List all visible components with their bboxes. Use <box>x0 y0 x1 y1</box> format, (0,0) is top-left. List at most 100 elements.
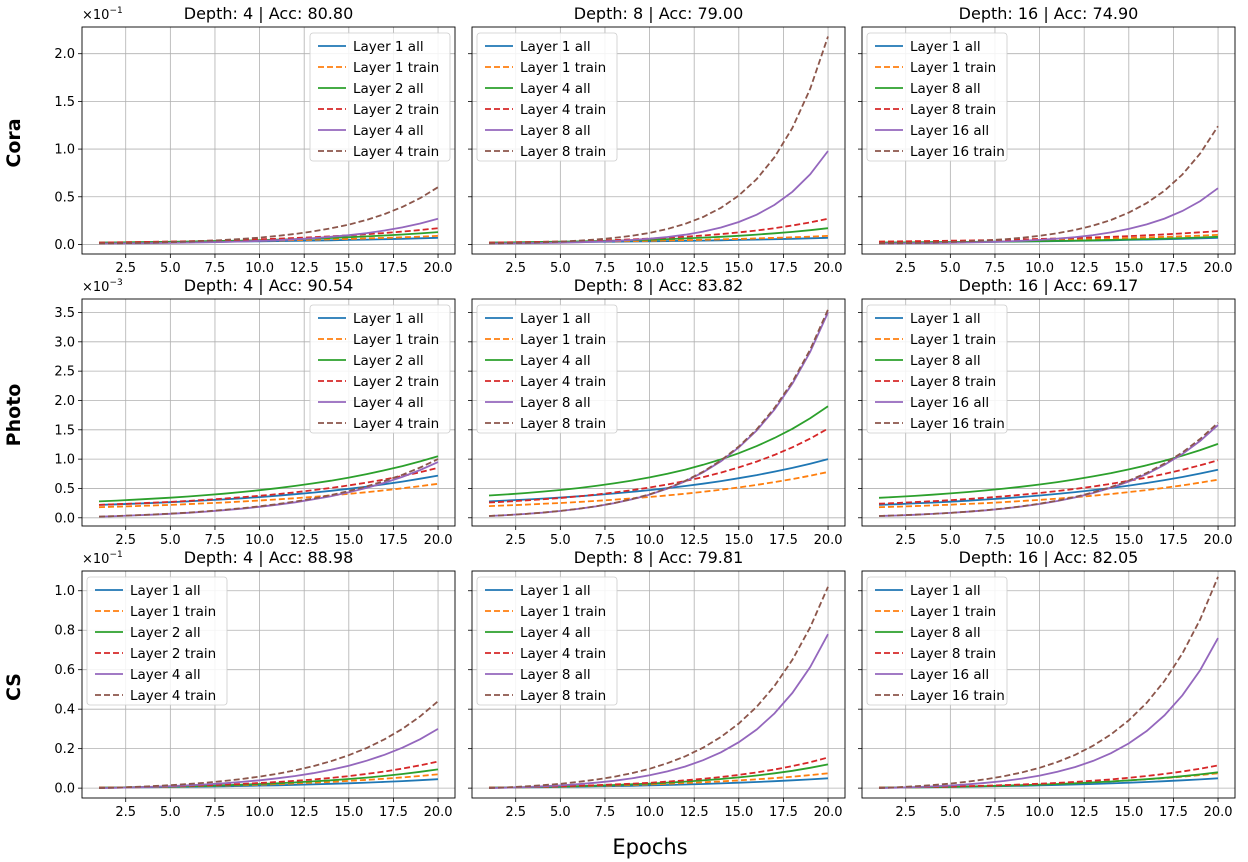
x-tick-label: 20.0 <box>424 261 453 276</box>
legend-label: Layer 1 all <box>910 311 981 327</box>
series-layer-16-all <box>878 637 1219 789</box>
series-layer-1-train <box>878 478 1219 509</box>
series-layer-4-train <box>98 186 439 245</box>
y-tick-label: 1.5 <box>54 423 75 438</box>
panels: 2.5 5.0 7.5 10.0 12.5 15.0 17.5 20.0 0.0 0.5 1.0 1.… <box>54 4 1236 820</box>
y-tick-label: 0.6 <box>54 663 75 678</box>
x-tick-label: 5.0 <box>160 533 181 548</box>
x-tick-label: 2.5 <box>505 533 526 548</box>
series-layer-1-train <box>98 482 439 509</box>
legend-box <box>866 304 1008 434</box>
legend-label: Layer 1 train <box>910 60 996 76</box>
series-layer-2-all <box>98 455 439 503</box>
x-tick-label: 12.5 <box>680 805 709 820</box>
x-tick-label: 15.0 <box>724 261 753 276</box>
x-tick-label: 15.0 <box>724 805 753 820</box>
y-tick-label: 0.5 <box>54 190 75 205</box>
x-tick-label: 5.0 <box>160 805 181 820</box>
series-layer-4-train <box>488 427 829 504</box>
x-tick-label: 17.5 <box>769 261 798 276</box>
x-tick-label: 12.5 <box>1070 533 1099 548</box>
legend-box <box>476 576 618 706</box>
legend: Layer 1 all Layer 1 train Layer 8 all Layer… <box>866 576 1008 706</box>
series-layer-1-train <box>488 471 829 507</box>
x-tick-label: 2.5 <box>895 533 916 548</box>
x-tick-label: 20.0 <box>424 533 453 548</box>
x-tick-label: 20.0 <box>814 805 843 820</box>
x-tick-label: 15.0 <box>334 805 363 820</box>
legend-label: Layer 1 all <box>520 311 591 327</box>
legend-label: Layer 16 train <box>910 416 1005 432</box>
legend-label: Layer 16 all <box>910 123 989 139</box>
y-tick-label: 2.0 <box>54 394 75 409</box>
x-tick-label: 20.0 <box>814 533 843 548</box>
series-layer-4-all <box>488 405 829 497</box>
axes-frame <box>861 570 1236 799</box>
legend-label: Layer 8 train <box>910 646 996 662</box>
scale-exponent: −1 <box>109 550 122 560</box>
legend-label: Layer 4 all <box>520 625 591 641</box>
axes-frame <box>471 298 846 527</box>
legend-label: Layer 8 train <box>520 416 606 432</box>
legend-box <box>309 32 451 162</box>
legend: Layer 1 all Layer 1 train Layer 4 all Layer… <box>476 576 618 706</box>
axes-frame <box>81 570 456 799</box>
axes-frame <box>471 570 846 799</box>
legend-label: Layer 4 train <box>520 374 606 390</box>
x-axis-label: Epochs <box>612 835 687 859</box>
x-tick-label: 5.0 <box>940 533 961 548</box>
series-layer-8-all <box>488 150 829 245</box>
x-tick-label: 2.5 <box>505 805 526 820</box>
x-tick-label: 7.5 <box>985 533 1006 548</box>
x-tick-label: 5.0 <box>160 261 181 276</box>
row-label-cora: Cora <box>3 118 25 167</box>
y-tick-label: 0.0 <box>54 782 75 797</box>
subplot-title: Depth: 8 | Acc: 79.81 <box>574 548 744 567</box>
x-tick-label: 2.5 <box>505 261 526 276</box>
legend-label: Layer 1 all <box>353 311 424 327</box>
legend-label: Layer 1 train <box>130 604 216 620</box>
x-tick-label: 20.0 <box>1204 261 1233 276</box>
legend-label: Layer 8 train <box>520 688 606 704</box>
x-tick-label: 10.0 <box>635 805 664 820</box>
legend: Layer 1 all Layer 1 train Layer 4 all Layer… <box>476 32 618 162</box>
y-tick-label: 1.0 <box>54 584 75 599</box>
y-tick-label: 2.0 <box>54 47 75 62</box>
legend-label: Layer 2 train <box>353 102 439 118</box>
x-tick-label: 2.5 <box>895 261 916 276</box>
x-tick-label: 17.5 <box>1159 533 1188 548</box>
x-tick-label: 17.5 <box>379 533 408 548</box>
legend-label: Layer 4 all <box>520 81 591 97</box>
x-tick-label: 12.5 <box>290 805 319 820</box>
subplot-title: Depth: 8 | Acc: 79.00 <box>574 4 744 23</box>
legend-label: Layer 1 train <box>353 60 439 76</box>
series-layer-1-all <box>878 468 1219 506</box>
x-tick-label: 12.5 <box>290 261 319 276</box>
x-tick-label: 20.0 <box>424 805 453 820</box>
legend-label: Layer 8 all <box>910 81 981 97</box>
subplot-title: Depth: 4 | Acc: 88.98 <box>184 548 354 567</box>
legend-label: Layer 8 all <box>520 395 591 411</box>
legend: Layer 1 all Layer 1 train Layer 4 all Layer… <box>476 304 618 434</box>
axes-frame <box>81 26 456 255</box>
x-tick-label: 10.0 <box>1025 805 1054 820</box>
legend: Layer 1 all Layer 1 train Layer 2 all Layer… <box>309 304 451 434</box>
subplot-title: Depth: 16 | Acc: 69.17 <box>959 276 1139 295</box>
legend-box <box>866 576 1008 706</box>
series-layer-4-train <box>98 700 439 789</box>
subplot-cora-2: 2.5 5.0 7.5 10.0 12.5 15.0 17.5 20.0 Depth: 16 |… <box>858 4 1236 276</box>
x-tick-label: 10.0 <box>1025 533 1054 548</box>
legend-label: Layer 1 train <box>910 604 996 620</box>
row-label-cs: CS <box>3 673 25 701</box>
legend-box <box>86 576 228 706</box>
subplot-cs-2: 2.5 5.0 7.5 10.0 12.5 15.0 17.5 20.0 Depth: 16 |… <box>858 548 1236 820</box>
x-tick-label: 12.5 <box>1070 261 1099 276</box>
legend-label: Layer 4 all <box>353 395 424 411</box>
series-layer-8-train <box>488 36 829 245</box>
x-tick-label: 15.0 <box>724 533 753 548</box>
x-tick-label: 10.0 <box>635 261 664 276</box>
x-tick-label: 17.5 <box>379 805 408 820</box>
y-tick-label: 2.5 <box>54 365 75 380</box>
legend-label: Layer 2 all <box>353 353 424 369</box>
legend-label: Layer 8 train <box>520 144 606 160</box>
